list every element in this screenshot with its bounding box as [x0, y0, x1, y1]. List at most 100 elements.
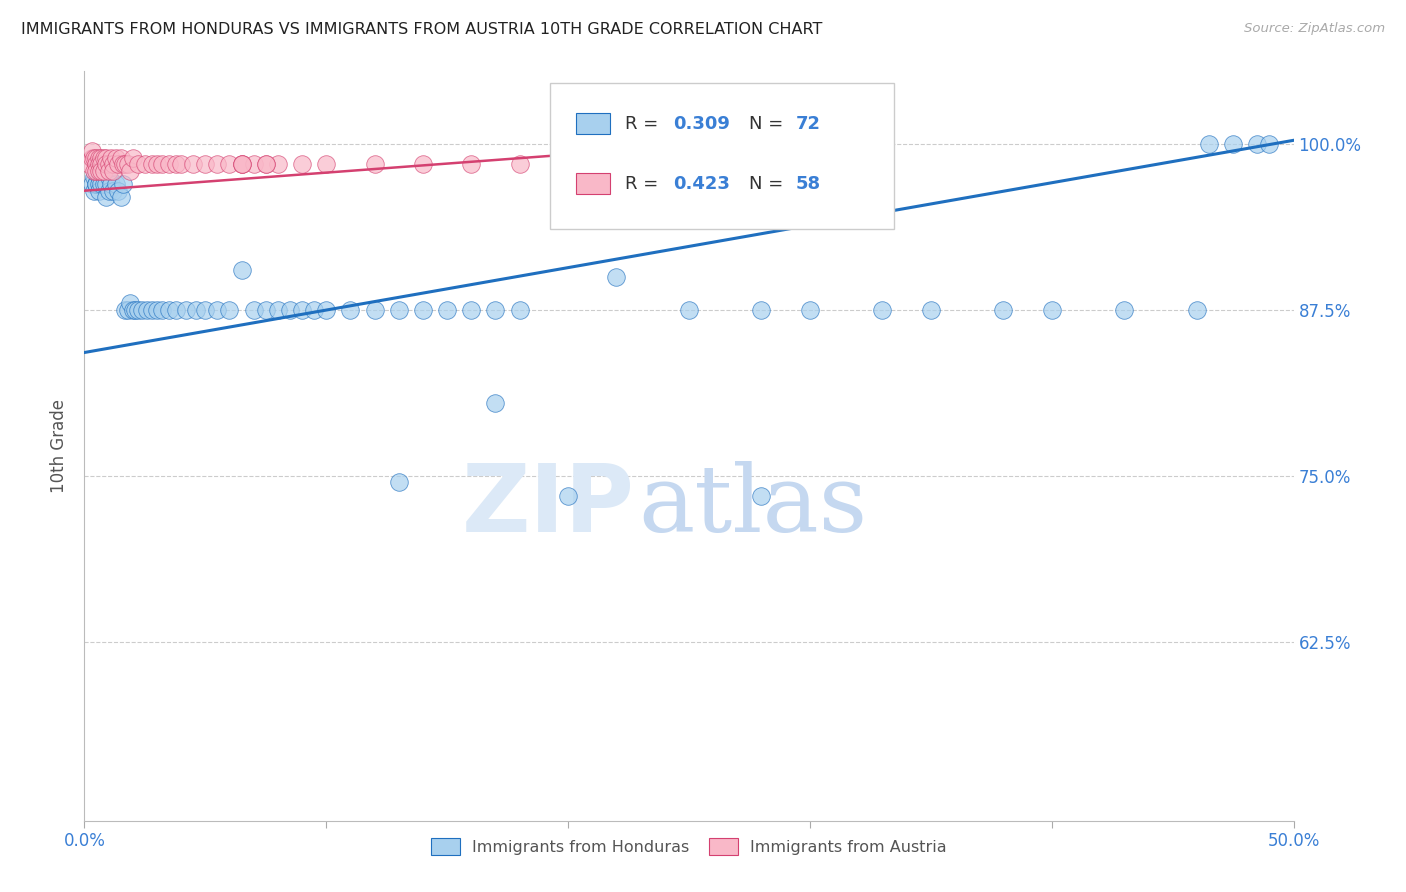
- Point: [124, 303, 146, 318]
- Point: [1185, 303, 1208, 318]
- Point: [121, 151, 143, 165]
- Point: [184, 303, 207, 318]
- Point: [87, 157, 110, 171]
- Text: IMMIGRANTS FROM HONDURAS VS IMMIGRANTS FROM AUSTRIA 10TH GRADE CORRELATION CHART: IMMIGRANTS FROM HONDURAS VS IMMIGRANTS F…: [21, 22, 823, 37]
- Point: [207, 157, 229, 171]
- Point: [94, 157, 117, 171]
- Point: [181, 157, 204, 171]
- Point: [557, 157, 579, 171]
- Point: [93, 164, 115, 178]
- Point: [86, 157, 108, 171]
- Y-axis label: 10th Grade: 10th Grade: [51, 399, 69, 493]
- Text: R =: R =: [624, 115, 664, 133]
- Point: [103, 157, 125, 171]
- Point: [90, 151, 112, 165]
- Point: [920, 303, 942, 318]
- Point: [150, 303, 173, 318]
- Point: [114, 303, 136, 318]
- Point: [218, 157, 240, 171]
- Point: [107, 157, 129, 171]
- Point: [799, 303, 821, 318]
- Point: [141, 157, 163, 171]
- Point: [83, 184, 105, 198]
- Point: [291, 303, 314, 318]
- Point: [127, 157, 149, 171]
- Point: [97, 164, 120, 178]
- Point: [127, 303, 149, 318]
- Point: [412, 303, 434, 318]
- Point: [218, 303, 240, 318]
- Text: Source: ZipAtlas.com: Source: ZipAtlas.com: [1244, 22, 1385, 36]
- Point: [90, 164, 112, 178]
- Point: [146, 157, 169, 171]
- Point: [605, 269, 627, 284]
- Point: [120, 164, 142, 178]
- Point: [231, 157, 253, 171]
- Point: [231, 157, 253, 171]
- Point: [1198, 137, 1220, 152]
- Point: [315, 157, 337, 171]
- Point: [77, 157, 100, 171]
- Point: [146, 303, 169, 318]
- Point: [678, 303, 700, 318]
- Point: [100, 177, 122, 191]
- Point: [94, 177, 117, 191]
- Point: [509, 303, 531, 318]
- Point: [87, 170, 110, 185]
- Point: [110, 190, 132, 204]
- Point: [90, 157, 112, 171]
- Point: [412, 157, 434, 171]
- Point: [86, 177, 108, 191]
- Point: [165, 157, 187, 171]
- Point: [605, 157, 627, 171]
- Point: [83, 170, 105, 185]
- Point: [388, 475, 411, 490]
- Point: [157, 303, 180, 318]
- Point: [254, 157, 277, 171]
- Point: [194, 303, 217, 318]
- Text: ZIP: ZIP: [461, 460, 634, 552]
- Text: atlas: atlas: [638, 461, 868, 551]
- Point: [363, 303, 385, 318]
- Point: [83, 164, 105, 178]
- Point: [436, 303, 458, 318]
- Point: [388, 303, 411, 318]
- Point: [100, 151, 122, 165]
- Point: [460, 157, 482, 171]
- Point: [363, 157, 385, 171]
- Point: [484, 303, 506, 318]
- Point: [103, 184, 125, 198]
- Point: [242, 157, 264, 171]
- Point: [291, 157, 314, 171]
- Point: [254, 157, 277, 171]
- Point: [97, 157, 120, 171]
- Point: [194, 157, 217, 171]
- Point: [94, 151, 117, 165]
- Text: N =: N =: [749, 115, 789, 133]
- Point: [339, 303, 361, 318]
- Point: [93, 151, 115, 165]
- Point: [150, 157, 173, 171]
- Point: [131, 303, 153, 318]
- Point: [107, 184, 129, 198]
- Point: [110, 151, 132, 165]
- Point: [207, 303, 229, 318]
- Point: [93, 177, 115, 191]
- Point: [90, 177, 112, 191]
- Legend: Immigrants from Honduras, Immigrants from Austria: Immigrants from Honduras, Immigrants fro…: [425, 832, 953, 862]
- Point: [136, 303, 159, 318]
- Point: [86, 164, 108, 178]
- Point: [86, 151, 108, 165]
- Point: [1114, 303, 1136, 318]
- Point: [87, 164, 110, 178]
- Point: [484, 396, 506, 410]
- Point: [83, 151, 105, 165]
- Point: [1246, 137, 1268, 152]
- Point: [1040, 303, 1063, 318]
- FancyBboxPatch shape: [576, 113, 610, 135]
- Point: [80, 177, 103, 191]
- Point: [117, 157, 139, 171]
- Point: [1222, 137, 1244, 152]
- Point: [242, 303, 264, 318]
- Point: [87, 184, 110, 198]
